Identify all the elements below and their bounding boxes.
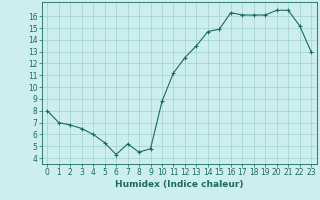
X-axis label: Humidex (Indice chaleur): Humidex (Indice chaleur) [115, 180, 244, 189]
